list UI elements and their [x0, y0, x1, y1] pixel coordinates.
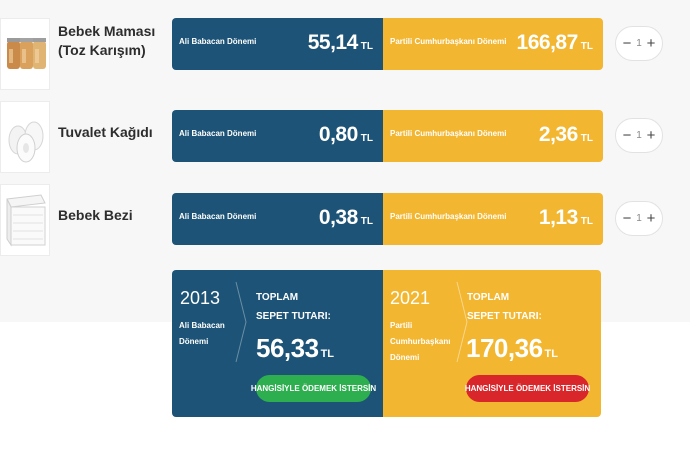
- quantity-value[interactable]: 1: [636, 38, 642, 49]
- diaper-image: [0, 184, 50, 256]
- period-label: Partili Cumhurbaşkanı Dönemi: [390, 212, 507, 221]
- chevron-divider-icon: [235, 281, 247, 363]
- currency-label: TL: [360, 41, 373, 52]
- price-segment-ali-babacan: Ali Babacan Dönemi 0,38 TL: [172, 193, 383, 245]
- product-name: Bebek Bezi: [58, 206, 168, 225]
- decrease-button[interactable]: −: [622, 35, 632, 52]
- price-comparison-bar: Ali Babacan Dönemi 0,80 TL Partili Cumhur…: [172, 110, 603, 162]
- price-amount: 166,87: [516, 31, 579, 54]
- price-amount: 0,38: [318, 206, 358, 229]
- chevron-divider-icon: [456, 281, 468, 363]
- quantity-stepper: − 1 +: [615, 118, 663, 153]
- period-label: Partili Cumhurbaşkanı Dönemi: [390, 37, 507, 46]
- pay-with-ali-babacan-button[interactable]: HANGİSİYLE ÖDEMEK İSTERSİN: [251, 375, 376, 402]
- period-line: Dönemi: [390, 353, 420, 362]
- product-name-line: Tuvalet Kağıdı: [58, 124, 153, 140]
- product-name: Tuvalet Kağıdı: [58, 123, 168, 142]
- basket-total-summary: 2013 Ali Babacan Dönemi TOPLAM SEPET TUT…: [172, 270, 601, 417]
- product-row-baby-food: Bebek Maması (Toz Karışım) Ali Babacan D…: [0, 18, 690, 98]
- currency-label: TL: [580, 133, 593, 144]
- product-name: Bebek Maması (Toz Karışım): [58, 22, 168, 60]
- price-value: 1,13 TL: [539, 206, 593, 230]
- period-label: Ali Babacan Dönemi: [179, 129, 257, 138]
- total-line: SEPET TUTARI:: [256, 311, 331, 322]
- currency-label: TL: [320, 348, 335, 360]
- total-line: TOPLAM: [256, 292, 299, 303]
- total-line: TOPLAM: [467, 292, 510, 303]
- total-panel-ali-babacan: 2013 Ali Babacan Dönemi TOPLAM SEPET TUT…: [172, 270, 383, 417]
- price-segment-ali-babacan: Ali Babacan Dönemi 0,80 TL: [172, 110, 383, 162]
- price-segment-ali-babacan: Ali Babacan Dönemi 55,14 TL: [172, 18, 383, 70]
- decrease-button[interactable]: −: [622, 210, 632, 227]
- price-amount: 0,80: [318, 123, 358, 146]
- total-amount-value: 56,33: [256, 333, 319, 363]
- increase-button[interactable]: +: [646, 210, 656, 227]
- price-amount: 55,14: [307, 31, 359, 54]
- period-line: Cumhurbaşkanı: [390, 337, 451, 346]
- price-value: 0,80 TL: [319, 123, 373, 147]
- quantity-value[interactable]: 1: [636, 213, 642, 224]
- price-segment-cumhurbaskani: Partili Cumhurbaşkanı Dönemi 1,13 TL: [383, 193, 603, 245]
- total-amount-value: 170,36: [466, 333, 543, 363]
- price-comparison-bar: Ali Babacan Dönemi 55,14 TL Partili Cumhu…: [172, 18, 603, 70]
- baby-food-jars-image: [0, 18, 50, 90]
- product-name-line: Bebek Bezi: [58, 207, 133, 223]
- currency-label: TL: [580, 41, 593, 52]
- period-line: Ali Babacan: [179, 321, 225, 330]
- total-amount: 56,33 TL: [256, 333, 334, 364]
- year-label: 2013: [180, 288, 221, 308]
- price-value: 166,87 TL: [517, 31, 593, 55]
- quantity-stepper: − 1 +: [615, 26, 663, 61]
- price-value: 2,36 TL: [539, 123, 593, 147]
- quantity-stepper: − 1 +: [615, 201, 663, 236]
- quantity-value[interactable]: 1: [636, 130, 642, 141]
- currency-label: TL: [360, 216, 373, 227]
- year-label: 2021: [390, 288, 431, 308]
- price-value: 55,14 TL: [308, 31, 373, 55]
- period-label: Partili Cumhurbaşkanı Dönemi: [390, 318, 460, 366]
- product-name-line: (Toz Karışım): [58, 42, 146, 58]
- period-line: Partili: [390, 321, 413, 330]
- period-label: Partili Cumhurbaşkanı Dönemi: [390, 129, 507, 138]
- period-label: Ali Babacan Dönemi: [179, 37, 257, 46]
- increase-button[interactable]: +: [646, 35, 656, 52]
- total-line: SEPET TUTARI:: [467, 311, 542, 322]
- total-label: TOPLAM SEPET TUTARI:: [467, 288, 542, 326]
- currency-label: TL: [544, 348, 558, 360]
- product-name-line: Bebek Maması: [58, 23, 156, 39]
- pay-with-cumhurbaskani-button[interactable]: HANGİSİYLE ÖDEMEK İSTERSİN: [465, 375, 590, 402]
- price-value: 0,38 TL: [319, 206, 373, 230]
- price-amount: 1,13: [538, 206, 578, 229]
- increase-button[interactable]: +: [646, 127, 656, 144]
- currency-label: TL: [360, 133, 373, 144]
- price-comparison-bar: Ali Babacan Dönemi 0,38 TL Partili Cumhur…: [172, 193, 603, 245]
- period-line: Dönemi: [179, 337, 209, 346]
- product-row-diaper: Bebek Bezi Ali Babacan Dönemi 0,38 TL Par…: [0, 184, 690, 264]
- total-amount: 170,36 TL: [466, 333, 558, 364]
- price-segment-cumhurbaskani: Partili Cumhurbaşkanı Dönemi 166,87 TL: [383, 18, 603, 70]
- total-panel-cumhurbaskani: 2021 Partili Cumhurbaşkanı Dönemi TOPLAM…: [383, 270, 601, 417]
- price-segment-cumhurbaskani: Partili Cumhurbaşkanı Dönemi 2,36 TL: [383, 110, 603, 162]
- price-amount: 2,36: [538, 123, 578, 146]
- period-label: Ali Babacan Dönemi: [179, 318, 239, 350]
- period-label: Ali Babacan Dönemi: [179, 212, 257, 221]
- total-label: TOPLAM SEPET TUTARI:: [256, 288, 331, 326]
- decrease-button[interactable]: −: [622, 127, 632, 144]
- currency-label: TL: [580, 216, 593, 227]
- product-row-toilet-paper: Tuvalet Kağıdı Ali Babacan Dönemi 0,80 TL…: [0, 101, 690, 181]
- toilet-paper-image: [0, 101, 50, 173]
